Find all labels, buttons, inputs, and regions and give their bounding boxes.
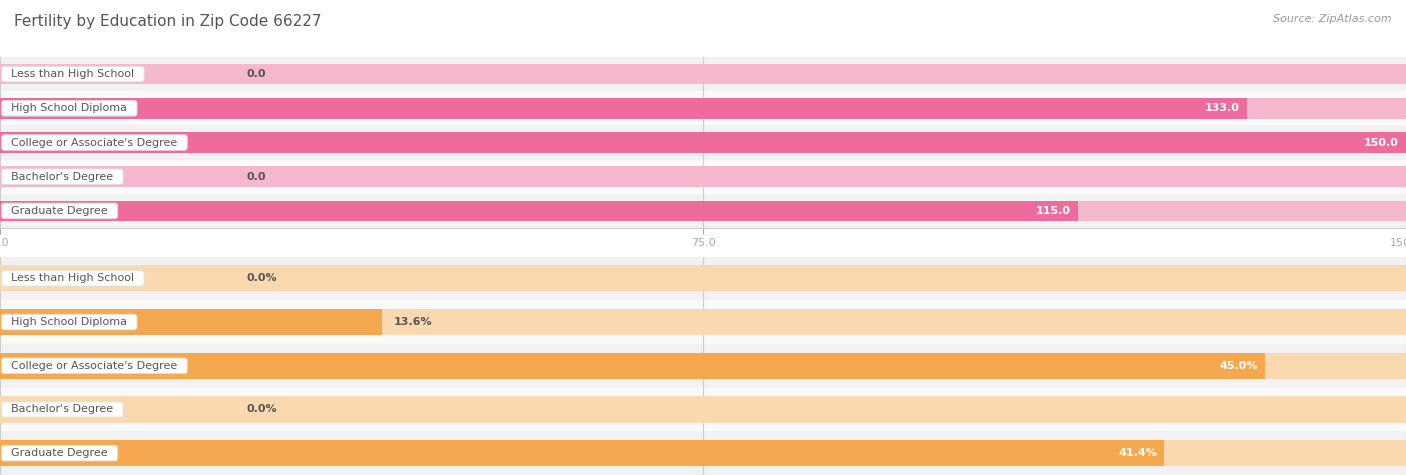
Bar (0, 132, 1406, 153)
Text: High School Diploma: High School Diploma (4, 317, 134, 327)
Bar (0, 440, 1406, 466)
Bar (0, 200, 1406, 221)
Text: Bachelor's Degree: Bachelor's Degree (4, 404, 121, 415)
Text: Bachelor's Degree: Bachelor's Degree (4, 171, 121, 182)
Bar (0, 91, 1406, 125)
Text: College or Associate's Degree: College or Associate's Degree (4, 137, 184, 148)
Bar (0, 300, 1406, 344)
Bar (0, 431, 1406, 475)
Text: Graduate Degree: Graduate Degree (4, 206, 115, 216)
Bar (0, 265, 1406, 292)
Text: Fertility by Education in Zip Code 66227: Fertility by Education in Zip Code 66227 (14, 14, 322, 29)
Text: 0.0%: 0.0% (246, 273, 277, 284)
Text: 13.6%: 13.6% (394, 317, 432, 327)
Bar (0, 194, 1406, 228)
Text: 0.0%: 0.0% (246, 404, 277, 415)
Text: 150.0: 150.0 (1364, 137, 1399, 148)
Bar (0, 98, 1406, 119)
Bar (0, 200, 1078, 221)
Bar (0, 132, 1406, 153)
Bar (0, 388, 1406, 431)
Bar (0, 352, 1406, 379)
Text: Less than High School: Less than High School (4, 69, 142, 79)
Text: 115.0: 115.0 (1036, 206, 1071, 216)
Text: College or Associate's Degree: College or Associate's Degree (4, 361, 184, 371)
Bar (0, 309, 1406, 335)
Text: 41.4%: 41.4% (1118, 448, 1157, 458)
Text: 0.0: 0.0 (246, 69, 266, 79)
Bar (0, 64, 1406, 85)
Bar (0, 256, 1406, 300)
Text: Source: ZipAtlas.com: Source: ZipAtlas.com (1274, 14, 1392, 24)
Bar (0, 352, 1265, 379)
Text: 133.0: 133.0 (1205, 103, 1240, 114)
Bar (0, 344, 1406, 388)
Bar (0, 166, 1406, 187)
Bar (0, 396, 1406, 423)
Text: Less than High School: Less than High School (4, 273, 142, 284)
Text: High School Diploma: High School Diploma (4, 103, 134, 114)
Bar (0, 125, 1406, 160)
Bar (0, 309, 382, 335)
Bar (0, 98, 1247, 119)
Text: Graduate Degree: Graduate Degree (4, 448, 115, 458)
Bar (0, 160, 1406, 194)
Bar (0, 57, 1406, 91)
Bar (0, 440, 1164, 466)
Text: 45.0%: 45.0% (1220, 361, 1258, 371)
Text: 0.0: 0.0 (246, 171, 266, 182)
